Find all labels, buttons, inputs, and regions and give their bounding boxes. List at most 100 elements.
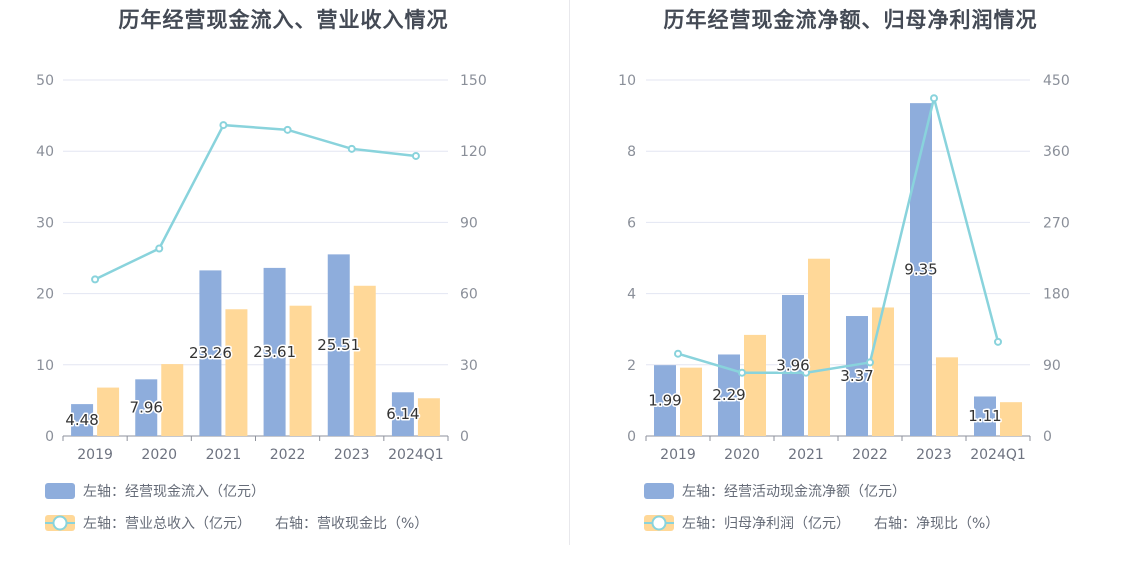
line-point: [674, 349, 682, 358]
y-left-tick-label: 50: [36, 73, 54, 89]
line-point: [994, 337, 1002, 346]
y-right-tick-label: 180: [1043, 287, 1070, 303]
panel-divider: [569, 0, 570, 545]
bar-data-label: 23.61: [253, 343, 296, 361]
bar-data-label: 3.96: [776, 357, 809, 375]
y-left-tick-label: 0: [45, 429, 54, 445]
y-right-tick-label: 120: [460, 144, 487, 160]
x-tick-label: 2020: [141, 447, 177, 463]
y-right-tick-label: 0: [460, 429, 469, 445]
x-tick-label: 2024Q1: [970, 447, 1026, 463]
y-left-tick-label: 40: [36, 144, 54, 160]
legend-label: 左轴：经营现金流入（亿元）: [83, 484, 265, 500]
y-right-tick-label: 30: [460, 358, 478, 374]
y-right-tick-label: 270: [1043, 215, 1070, 231]
y-right-tick-label: 450: [1043, 73, 1070, 89]
bar-primary: [846, 316, 868, 436]
bar-data-label: 6.14: [386, 405, 419, 423]
chart-svg: 0 0 10 30 20 60 30 90 40 120 50 150 2019 2020 2021 2022…: [36, 73, 487, 463]
bar-data-label: 23.26: [189, 344, 232, 362]
bar-data-label: 1.11: [968, 407, 1001, 425]
legend-label: 右轴：净现比（%）: [874, 516, 1000, 532]
line-point: [219, 121, 228, 130]
cashflow-inflow-chart-panel: 历年经营现金流入、营业收入情况 0 0 10 30 20 60 30 90 40 120 50 150…: [36, 8, 487, 533]
bar-primary: [782, 295, 804, 436]
bar-secondary: [1000, 402, 1022, 436]
bar-primary: [327, 254, 350, 436]
bar-secondary: [936, 357, 958, 436]
bar-secondary: [808, 258, 830, 436]
legend-label: 左轴：营业总收入（亿元）: [83, 516, 251, 532]
bar-primary: [135, 379, 158, 436]
bar-secondary: [744, 334, 766, 436]
bar-data-label: 7.96: [130, 399, 163, 417]
y-right-tick-label: 60: [460, 287, 478, 303]
bar-primary: [71, 404, 94, 436]
line-point: [411, 151, 420, 160]
x-tick-label: 2019: [77, 447, 113, 463]
x-tick-label: 2019: [660, 447, 696, 463]
chart-svg: 0 0 2 90 4 180 6 270 8 360 10 450 2019 2020 2021 2022 20…: [618, 73, 1070, 463]
y-left-tick-label: 10: [36, 358, 54, 374]
y-left-tick-label: 2: [627, 358, 636, 374]
y-left-tick-label: 0: [627, 429, 636, 445]
legend-line-icon: [644, 515, 674, 531]
legend-item-ratio[interactable]: 右轴：营收现金比（%）: [45, 513, 429, 533]
x-tick-label: 2022: [852, 447, 888, 463]
bar-secondary: [353, 285, 376, 436]
legend-item-net-cashflow[interactable]: 左轴：经营活动现金流净额（亿元）: [644, 481, 906, 501]
line-series: [94, 123, 417, 281]
line-point: [930, 94, 938, 103]
bar-primary: [974, 396, 996, 436]
bar-secondary: [161, 364, 184, 436]
line-point: [155, 244, 164, 253]
y-left-tick-label: 4: [627, 287, 636, 303]
bar-secondary: [872, 307, 894, 436]
chart-title: 历年经营现金流入、营业收入情况: [118, 8, 449, 32]
x-tick-label: 2024Q1: [388, 447, 444, 463]
legend-swatch-bar: [644, 483, 674, 499]
line-point: [283, 125, 292, 134]
bar-primary: [199, 270, 222, 436]
bar-secondary: [289, 305, 312, 436]
y-left-tick-label: 20: [36, 287, 54, 303]
y-left-tick-label: 8: [627, 144, 636, 160]
chart-title: 历年经营现金流净额、归母净利润情况: [663, 8, 1038, 32]
y-right-tick-label: 150: [460, 73, 487, 89]
line-series: [677, 97, 1000, 374]
bar-data-label: 25.51: [317, 336, 360, 354]
x-tick-label: 2021: [788, 447, 824, 463]
bar-data-label: 1.99: [648, 392, 681, 410]
legend-label: 左轴：归母净利润（亿元）: [682, 516, 850, 532]
y-left-tick-label: 30: [36, 215, 54, 231]
legend-item-cash-ratio[interactable]: 右轴：净现比（%）: [644, 513, 1000, 533]
y-right-tick-label: 360: [1043, 144, 1070, 160]
legend-label: 右轴：营收现金比（%）: [275, 516, 429, 532]
bar-data-label: 2.29: [712, 386, 745, 404]
bar-secondary: [97, 387, 120, 436]
y-left-tick-label: 10: [618, 73, 636, 89]
y-left-tick-label: 6: [627, 215, 636, 231]
legend-row-1: 左轴：经营活动现金流净额（亿元）: [644, 481, 930, 501]
legend-row-2: 左轴：归母净利润（亿元） 右轴：净现比（%）: [644, 513, 1023, 533]
x-tick-label: 2020: [724, 447, 760, 463]
bar-secondary: [225, 309, 248, 436]
net-cashflow-chart-panel: 历年经营现金流净额、归母净利润情况 0 0 2 90 4 180 6 270 8 360 10 450…: [567, 0, 1134, 582]
bar-primary: [910, 103, 932, 436]
legend-item-inflow[interactable]: 左轴：经营现金流入（亿元）: [45, 481, 265, 501]
y-right-tick-label: 90: [460, 215, 478, 231]
legend-item-net-profit[interactable]: 左轴：归母净利润（亿元）: [644, 513, 850, 533]
y-right-tick-label: 90: [1043, 358, 1061, 374]
bar-data-label: 4.48: [65, 411, 98, 429]
bar-secondary: [417, 398, 440, 436]
bar-primary: [391, 392, 414, 436]
x-tick-label: 2021: [206, 447, 242, 463]
y-right-tick-label: 0: [1043, 429, 1052, 445]
line-point: [347, 144, 356, 153]
line-point: [802, 368, 810, 377]
legend-item-revenue[interactable]: 左轴：营业总收入（亿元）: [45, 513, 251, 533]
line-point: [866, 358, 874, 367]
bar-data-label: 3.37: [840, 367, 873, 385]
bar-primary: [654, 365, 676, 436]
